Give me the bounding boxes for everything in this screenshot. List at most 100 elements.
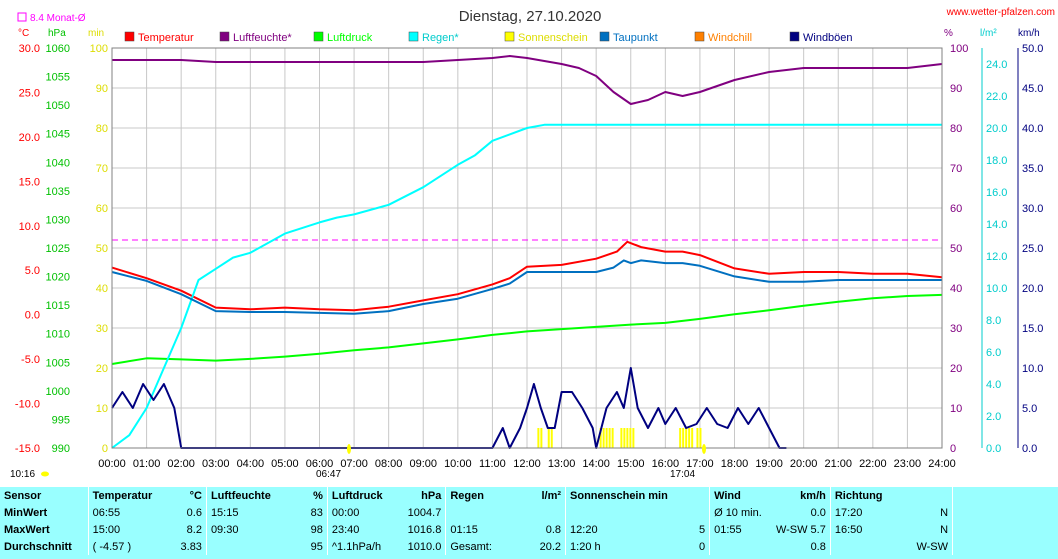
pressure-axis-tick-label: 1040 <box>46 157 70 169</box>
humidity-axis-tick-label: 90 <box>950 83 962 95</box>
wind-axis-tick-label: 35.0 <box>1022 163 1043 175</box>
sunset-time: 17:04 <box>670 469 695 480</box>
sunshine-bar <box>537 428 540 448</box>
hdr-wind-unit: km/h <box>800 489 826 502</box>
chart-title: Dienstag, 27.10.2020 <box>459 8 602 25</box>
legend-label: Sonnenschein <box>518 32 588 44</box>
hdr-rain-unit: l/m² <box>541 489 562 502</box>
cell-t-val: 0.6 <box>186 506 202 519</box>
series-temperatur <box>111 240 943 312</box>
unit-lm2: l/m² <box>980 28 997 39</box>
cell-h-val: 98 <box>310 523 323 536</box>
temp-axis-tick-label: 10.0 <box>19 221 40 233</box>
humidity-axis-tick-label: 20 <box>950 363 962 375</box>
sunshine-bar <box>688 428 691 448</box>
cell-d-val: N <box>940 523 949 536</box>
pressure-axis-tick-label: 1045 <box>46 129 70 141</box>
pressure-axis-tick-label: 995 <box>52 414 70 426</box>
wind-axis-tick-label: 25.0 <box>1022 243 1043 255</box>
x-tick-label: 03:00 <box>202 458 230 470</box>
cell-r-time <box>445 504 518 521</box>
x-tick-label: 13:00 <box>548 458 576 470</box>
x-tick-label: 20:00 <box>790 458 818 470</box>
x-tick-label: 11:00 <box>479 458 506 470</box>
legend-label: Regen* <box>422 32 459 44</box>
legend-swatch <box>313 31 324 42</box>
sunset-icon <box>702 444 706 454</box>
humidity-axis-tick-label: 10 <box>950 403 962 415</box>
humidity-axis-tick-label: 30 <box>950 323 962 335</box>
cell-w-time <box>709 538 772 555</box>
stats-table: Sensor Temperatur °C Luftfeuchte % Luftd… <box>0 487 1058 555</box>
x-tick-label: 06:00 <box>306 458 334 470</box>
humidity-axis-tick-label: 80 <box>950 123 962 135</box>
cell-d-time <box>829 538 901 555</box>
sunshine-bar <box>605 428 608 448</box>
sunshine-bar <box>620 428 623 448</box>
wind-axis-tick-label: 10.0 <box>1022 363 1043 375</box>
cell-h-val: 83 <box>310 506 323 519</box>
sunshine-bar <box>611 428 614 448</box>
cell-h-time: 09:30 <box>205 521 290 538</box>
series-taupunkt <box>111 259 942 315</box>
temp-axis-tick-label: 30.0 <box>19 43 40 55</box>
legend-label: Luftfeuchte* <box>233 32 292 44</box>
plot-frame <box>111 47 943 449</box>
axes-labels: 30.0 25.0 20.0 15.0 10.0 5.0 0.0 -5.0 -10.0 -15.0… <box>15 43 1044 470</box>
sunshine-axis-tick-label: 0 <box>102 443 108 455</box>
wind-axis-tick-label: 0.0 <box>1022 443 1037 455</box>
cell-p-val: 1016.8 <box>407 523 442 536</box>
temp-axis-tick-label: 0.0 <box>25 310 40 322</box>
sunshine-bar <box>623 428 626 448</box>
site-link[interactable]: www.wetter-pfalzen.com <box>946 7 1055 18</box>
monthly-avg-checkbox[interactable] <box>17 12 27 22</box>
cell-h-time: 15:15 <box>205 504 290 521</box>
sunshine-bars <box>537 428 702 448</box>
cell-w-val: W-SW 5.7 <box>775 523 826 536</box>
cell-w-time: Ø 10 min. <box>709 504 772 521</box>
stats-table-panel: Sensor Temperatur °C Luftfeuchte % Luftd… <box>0 487 1058 559</box>
x-tick-label: 17:00 <box>686 458 714 470</box>
hdr-press: Luftdruck <box>326 487 394 504</box>
cell-p-time: 00:00 <box>326 504 394 521</box>
pressure-axis-tick-label: 1015 <box>46 300 70 312</box>
legend-swatch <box>694 31 705 42</box>
sunshine-bar <box>685 428 688 448</box>
legend-swatch <box>124 31 135 42</box>
x-tick-label: 24:00 <box>928 458 956 470</box>
cell-p-time: ^1.1hPa/h <box>326 538 394 555</box>
wind-axis-tick-label: 20.0 <box>1022 283 1043 295</box>
cell-r-time: 01:15 <box>445 521 518 538</box>
hdr-rain: Regen <box>445 487 518 504</box>
sunshine-bar <box>599 428 602 448</box>
sunshine-axis-tick-label: 50 <box>96 243 108 255</box>
x-tick-label: 09:00 <box>409 458 437 470</box>
sunshine-bar <box>696 428 699 448</box>
hdr-hum-unit: % <box>313 489 323 502</box>
cell-r-val: 0.8 <box>545 523 562 536</box>
sunshine-axis-tick-label: 10 <box>96 403 108 415</box>
hdr-sensor: Sensor <box>4 489 42 502</box>
pressure-axis-tick-label: 1005 <box>46 357 70 369</box>
sunrise-icon <box>347 444 351 454</box>
temp-axis-tick-label: -10.0 <box>15 399 40 411</box>
hdr-hum: Luftfeuchte <box>205 487 290 504</box>
hdr-temp: Temperatur <box>87 487 161 504</box>
unit-hpa: hPa <box>48 28 66 39</box>
sunshine-bar <box>691 428 694 448</box>
cell-d-val: N <box>940 506 949 519</box>
table-row: Durchschnitt ( -4.57 ) 3.83 95 ^1.1hPa/h 1010… <box>0 538 1058 555</box>
sunshine-bar <box>550 428 553 448</box>
rain-axis-tick-label: 0.0 <box>986 443 1001 455</box>
sunshine-axis-tick-label: 20 <box>96 363 108 375</box>
unit-kmh: km/h <box>1018 28 1040 39</box>
pressure-axis-tick-label: 1010 <box>46 329 70 341</box>
hdr-sun: Sonnenschein min <box>565 487 672 504</box>
wind-axis-tick-label: 50.0 <box>1022 43 1043 55</box>
x-tick-label: 22:00 <box>859 458 887 470</box>
hdr-temp-unit: °C <box>189 489 202 502</box>
sunshine-bar <box>682 428 685 448</box>
hdr-dir-spacer <box>900 487 952 504</box>
cell-r-val: 20.2 <box>539 540 562 553</box>
sunshine-axis-tick-label: 80 <box>96 123 108 135</box>
